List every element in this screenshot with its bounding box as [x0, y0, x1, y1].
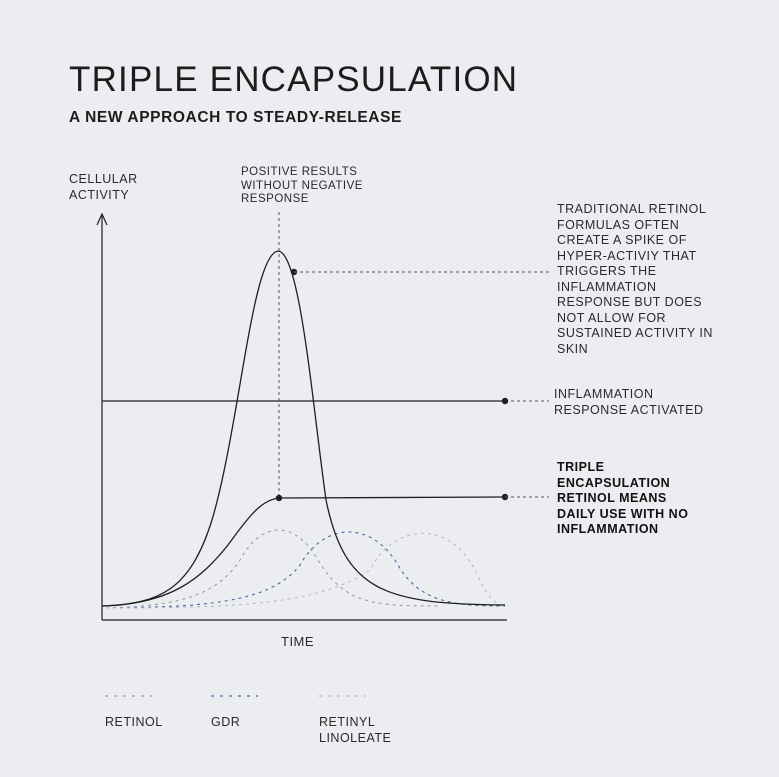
inflammation-annotation: INFLAMMATION RESPONSE ACTIVATED: [554, 387, 704, 417]
legend-label-retinyl-linoleate: RETINYL LINOLEATE: [319, 715, 392, 745]
gdr-curve: [105, 531, 506, 609]
y-axis-arrow: [96, 212, 108, 226]
triple-annotation: TRIPLE ENCAPSULATION RETINOL MEANS DAILY…: [557, 460, 689, 536]
x-axis-label: TIME: [281, 634, 315, 649]
retinyl-linoleate-curve: [105, 532, 506, 609]
inflammation-marker: [501, 397, 509, 405]
page-subtitle: A NEW APPROACH TO STEADY-RELEASE: [69, 109, 402, 126]
page-title: TRIPLE ENCAPSULATION: [69, 60, 519, 99]
legend-label-retinol: RETINOL: [105, 715, 163, 729]
legend-label-gdr: GDR: [211, 715, 241, 729]
y-axis-label: CELLULAR ACTIVITY: [69, 172, 138, 202]
traditional-annotation: TRADITIONAL RETINOL FORMULAS OFTEN CREAT…: [557, 202, 713, 356]
sustained-peak-marker: [275, 494, 283, 502]
traditional-retinol-curve: [101, 250, 506, 607]
peak-annotation: POSITIVE RESULTS WITHOUT NEGATIVE RESPON…: [241, 166, 363, 205]
retinol-curve: [105, 529, 441, 609]
triple-encapsulation-curve: [101, 496, 506, 607]
